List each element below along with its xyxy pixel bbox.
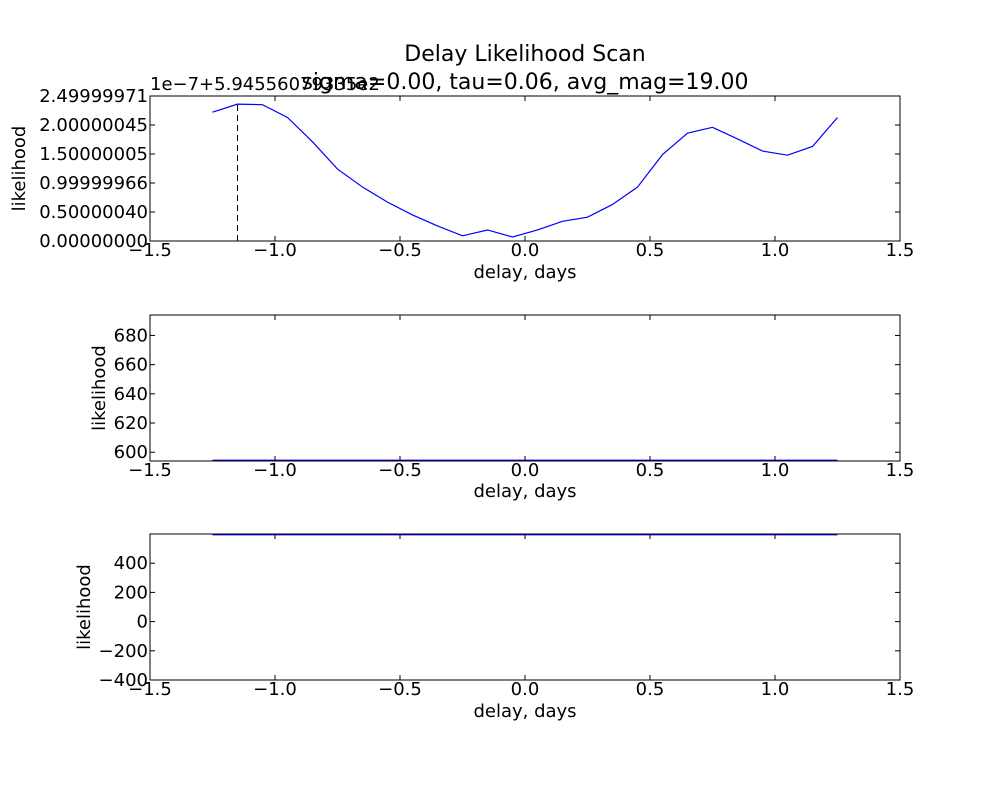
y-tick-label-top: 2.49999971 xyxy=(39,86,148,107)
x-tick-label-middle: 1.5 xyxy=(886,460,915,481)
y-offset-text: 1e−7+5.94556079335e2 xyxy=(150,74,380,95)
y-axis-middle: 600 620 640 660 680 xyxy=(114,325,900,463)
x-tick-label-top: 0.5 xyxy=(636,240,665,261)
axes-frame-top xyxy=(149,95,901,242)
y-tick-label-top: 1.50000005 xyxy=(39,144,148,165)
y-tick-label-middle: 600 xyxy=(114,442,148,463)
panel-middle: −1.5 −1.0 −0.5 0.0 0.5 1.0 1.5 600 620 640 660 680… xyxy=(89,314,914,502)
y-tick-label-top: 2.00000045 xyxy=(39,115,148,136)
y-tick-label-bottom: 400 xyxy=(114,553,148,574)
x-tick-label-bottom: 1.5 xyxy=(886,679,915,700)
x-tick-label-top: −1.5 xyxy=(128,240,172,261)
x-axis-middle: −1.5 −1.0 −0.5 0.0 0.5 1.0 1.5 xyxy=(128,315,914,481)
y-axis-bottom: −400 −200 0 200 400 xyxy=(99,553,900,691)
chart-title: Delay Likelihood Scan xyxy=(404,42,645,67)
x-axis-label-bottom: delay, days xyxy=(473,701,576,722)
x-axis-bottom: −1.5 −1.0 −0.5 0.0 0.5 1.0 1.5 xyxy=(128,534,914,700)
y-tick-label-bottom: −200 xyxy=(99,641,148,662)
x-tick-label-bottom: −0.5 xyxy=(378,679,422,700)
y-tick-label-middle: 620 xyxy=(114,413,148,434)
y-tick-label-bottom: 200 xyxy=(114,582,148,603)
x-tick-label-middle: −0.5 xyxy=(378,460,422,481)
x-axis-label-top: delay, days xyxy=(473,262,576,283)
y-axis-label-bottom: likelihood xyxy=(74,564,95,650)
x-tick-label-bottom: 0.0 xyxy=(511,679,540,700)
x-tick-label-bottom: 1.0 xyxy=(761,679,790,700)
plot-area-top xyxy=(212,103,838,241)
x-tick-label-top: 1.0 xyxy=(761,240,790,261)
y-axis-label-top: likelihood xyxy=(9,126,30,212)
panel-top: −1.5 −1.0 −0.5 0.0 0.5 1.0 1.5 0.00000000 0.500… xyxy=(9,86,914,283)
y-tick-label-top: 0.50000040 xyxy=(39,202,148,223)
chart-subtitle: sigma=0.00, tau=0.06, avg_mag=19.00 xyxy=(301,70,748,95)
y-tick-label-top: 0.99999966 xyxy=(39,173,148,194)
x-tick-label-top: 1.5 xyxy=(886,240,915,261)
y-axis-top: 0.00000000 0.50000040 0.99999966 1.50000005… xyxy=(39,86,900,252)
x-tick-label-middle: −1.5 xyxy=(128,460,172,481)
x-tick-label-middle: 1.0 xyxy=(761,460,790,481)
axes-frame-bottom xyxy=(149,533,901,681)
x-tick-label-middle: −1.0 xyxy=(253,460,297,481)
x-tick-label-bottom: −1.0 xyxy=(253,679,297,700)
y-axis-label-middle: likelihood xyxy=(89,345,110,431)
y-tick-label-bottom: −400 xyxy=(99,670,148,691)
x-tick-label-middle: 0.0 xyxy=(511,460,540,481)
x-axis-label-middle: delay, days xyxy=(473,481,576,502)
x-tick-label-top: −0.5 xyxy=(378,240,422,261)
y-tick-label-top: 0.00000000 xyxy=(39,231,148,252)
panel-bottom: −1.5 −1.0 −0.5 0.0 0.5 1.0 1.5 −400 −200 0 200 400… xyxy=(74,533,914,722)
axes-frame-middle xyxy=(149,314,901,462)
y-tick-label-middle: 680 xyxy=(114,325,148,346)
x-tick-label-bottom: 0.5 xyxy=(636,679,665,700)
x-tick-label-top: 0.0 xyxy=(511,240,540,261)
y-tick-label-middle: 640 xyxy=(114,384,148,405)
y-tick-label-bottom: 0 xyxy=(137,612,148,633)
x-tick-label-top: −1.0 xyxy=(253,240,297,261)
likelihood-series-line-top xyxy=(212,103,838,238)
x-tick-label-middle: 0.5 xyxy=(636,460,665,481)
x-axis-top: −1.5 −1.0 −0.5 0.0 0.5 1.0 1.5 xyxy=(128,96,914,261)
x-tick-label-bottom: −1.5 xyxy=(128,679,172,700)
y-tick-label-middle: 660 xyxy=(114,355,148,376)
